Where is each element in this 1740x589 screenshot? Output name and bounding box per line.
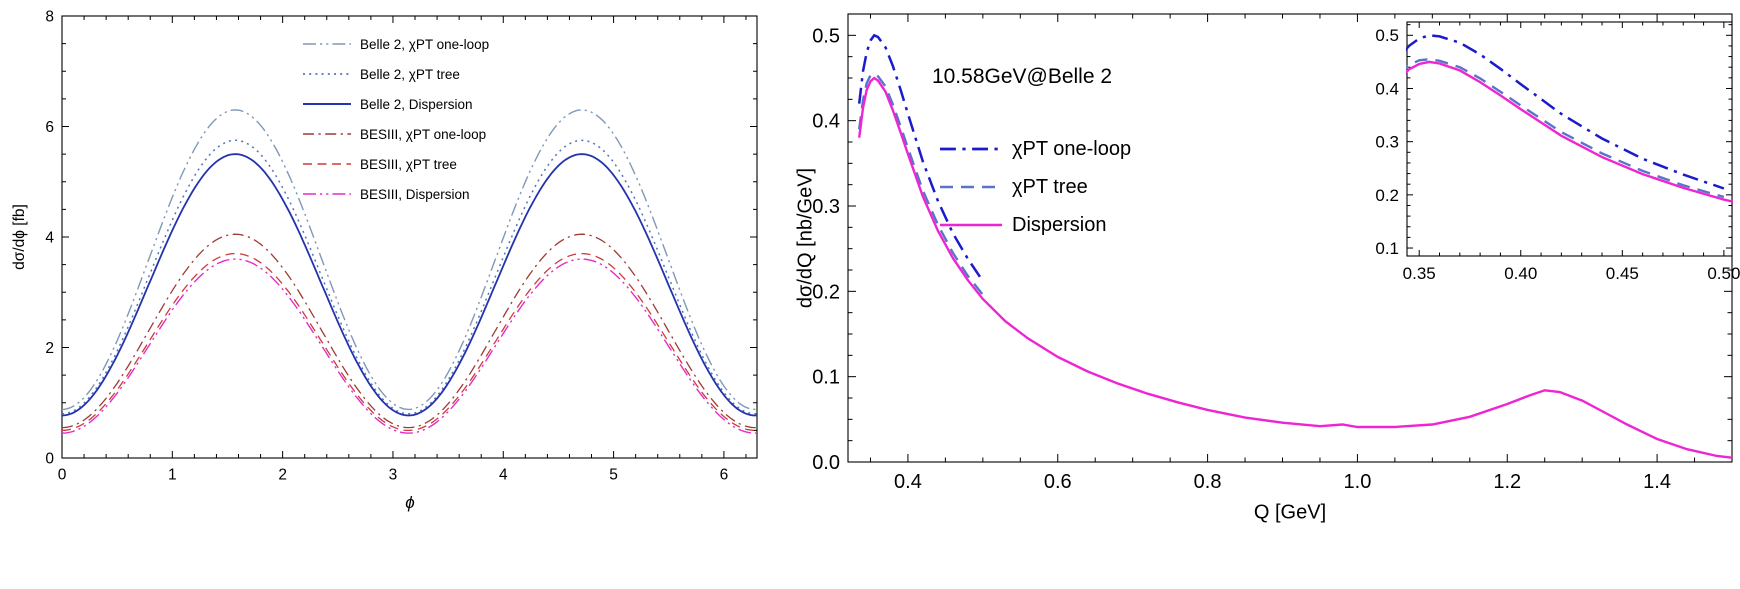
- series-line: [1406, 34, 1725, 190]
- legend-label: Dispersion: [1012, 213, 1107, 236]
- y-tick-label: 0.5: [1375, 26, 1399, 45]
- y-tick-label: 0.2: [812, 281, 840, 303]
- left-plot: 0 1 2 3 4 5 6 0 2 4 6 8: [45, 8, 758, 484]
- series-line: [857, 33, 984, 282]
- legend-item-belle2-one-loop: Belle 2, χPT one-loop: [303, 29, 489, 59]
- series-line: [858, 76, 1733, 459]
- legend-label: Belle 2, χPT one-loop: [360, 36, 490, 52]
- legend-line-sample: [303, 193, 351, 195]
- series-line: [1406, 60, 1733, 203]
- y-tick-label: 0.2: [1375, 186, 1399, 205]
- x-tick-label: 0.4: [894, 471, 922, 493]
- inset-series: [1406, 34, 1733, 203]
- legend-item-besiii-dispersion: BESIII, Dispersion: [303, 179, 489, 209]
- y-tick-label: 0.1: [812, 367, 840, 389]
- y-tick-label: 0.3: [812, 196, 840, 218]
- series-line: [61, 153, 758, 417]
- right-x-axis-label: Q [GeV]: [1253, 501, 1327, 524]
- x-tick-label: 0.40: [1504, 264, 1537, 283]
- inset-plot: 0.35 0.40 0.45 0.50 0.1 0.2 0.3 0.4 0.5: [1375, 21, 1740, 283]
- legend-line-sample: [303, 73, 351, 75]
- series-line: [858, 72, 984, 296]
- right-chart-legend: χPT one-loop χPT tree Dispersion: [940, 130, 1131, 244]
- energy-annotation: 10.58GeV@Belle 2: [931, 65, 1113, 88]
- legend-line-sample: [303, 43, 351, 45]
- x-tick-label: 0: [58, 467, 67, 484]
- y-tick-label: 2: [45, 340, 54, 357]
- legend-item-belle2-tree: Belle 2, χPT tree: [303, 59, 489, 89]
- x-tick-label: 1: [168, 467, 177, 484]
- y-tick-label: 8: [45, 8, 54, 25]
- x-tick-label: 0.50: [1707, 264, 1740, 283]
- x-tick-label: 0.35: [1403, 264, 1436, 283]
- series-line: [61, 252, 758, 432]
- left-chart-panel: 0 1 2 3 4 5 6 0 2 4 6 8 dσ/dϕ [fb] ϕ Belle 2, χPT o…: [0, 0, 790, 589]
- series-line: [61, 233, 757, 429]
- right-chart-panel: 0.4 0.6 0.8 1.0 1.2 1.4 0.0 0.1 0.2 0.3 0.4 0.5 0.35…: [790, 0, 1740, 589]
- left-x-axis-label: ϕ: [405, 493, 415, 512]
- left-chart-svg: 0 1 2 3 4 5 6 0 2 4 6 8: [45, 8, 758, 484]
- y-tick-label: 0.5: [812, 25, 840, 47]
- left-y-axis-label: dσ/dϕ [fb]: [11, 204, 28, 270]
- legend-label: χPT tree: [1012, 175, 1088, 198]
- y-tick-label: 0.4: [1375, 79, 1399, 98]
- x-tick-label: 3: [389, 467, 398, 484]
- legend-item-besiii-tree: BESIII, χPT tree: [303, 149, 489, 179]
- y-tick-label: 4: [45, 229, 54, 246]
- x-tick-label: 2: [278, 467, 287, 484]
- x-tick-label: 5: [609, 467, 618, 484]
- left-series: [61, 109, 758, 434]
- inset-ticks: [1407, 22, 1732, 256]
- legend-line-sample: [303, 163, 351, 165]
- left-tick-labels: 0 1 2 3 4 5 6 0 2 4 6 8: [45, 8, 728, 483]
- legend-item-chpt-tree: χPT tree: [940, 168, 1131, 206]
- right-tick-labels: 0.4 0.6 0.8 1.0 1.2 1.4 0.0 0.1 0.2 0.3 0.4 0.5: [812, 25, 1671, 493]
- x-tick-label: 0.8: [1194, 471, 1222, 493]
- x-tick-label: 1.0: [1344, 471, 1372, 493]
- x-tick-label: 1.2: [1493, 471, 1521, 493]
- x-tick-label: 4: [499, 467, 508, 484]
- left-frame: [61, 15, 758, 459]
- legend-line-sample: [303, 133, 351, 135]
- y-tick-label: 0.1: [1375, 239, 1399, 258]
- y-tick-label: 0: [45, 450, 54, 467]
- right-y-axis-label: dσ/dQ [nb/GeV]: [794, 167, 817, 309]
- legend-line-sample: [940, 223, 1002, 227]
- legend-item-besiii-one-loop: BESIII, χPT one-loop: [303, 119, 489, 149]
- legend-item-dispersion: Dispersion: [940, 206, 1131, 244]
- x-tick-label: 6: [720, 467, 729, 484]
- series-line: [1406, 57, 1725, 199]
- legend-label: BESIII, χPT tree: [360, 156, 457, 172]
- y-tick-label: 6: [45, 119, 54, 136]
- y-tick-label: 0.3: [1375, 133, 1399, 152]
- right-series: [857, 33, 1733, 459]
- legend-label: BESIII, Dispersion: [360, 186, 470, 202]
- legend-line-sample: [940, 185, 1002, 189]
- inset-frame: [1406, 21, 1733, 257]
- right-chart-svg: 0.4 0.6 0.8 1.0 1.2 1.40.00.10.20.30.40.50.35…: [812, 13, 1740, 493]
- legend-label: BESIII, χPT one-loop: [360, 126, 487, 142]
- legend-item-belle2-dispersion: Belle 2, Dispersion: [303, 89, 489, 119]
- legend-label: χPT one-loop: [1012, 137, 1132, 160]
- y-tick-label: 0.0: [812, 452, 840, 474]
- legend-label: Belle 2, χPT tree: [360, 66, 460, 82]
- legend-line-sample: [940, 147, 1002, 151]
- x-tick-label: 0.6: [1044, 471, 1072, 493]
- series-line: [61, 139, 758, 415]
- legend-item-chpt-one-loop: χPT one-loop: [940, 130, 1131, 168]
- legend-line-sample: [303, 103, 351, 105]
- x-tick-label: 0.45: [1606, 264, 1639, 283]
- series-line: [62, 258, 757, 434]
- y-tick-label: 0.4: [812, 111, 840, 133]
- left-chart-legend: Belle 2, χPT one-loop Belle 2, χPT tree …: [303, 29, 489, 209]
- series-line: [61, 109, 758, 411]
- legend-label: Belle 2, Dispersion: [360, 96, 473, 112]
- inset-tick-labels: 0.35 0.40 0.45 0.50 0.1 0.2 0.3 0.4 0.5: [1375, 26, 1740, 283]
- right-plot: 0.4 0.6 0.8 1.0 1.2 1.4 0.0 0.1 0.2 0.3 0.4 0.5: [812, 13, 1733, 493]
- x-tick-label: 1.4: [1643, 471, 1671, 493]
